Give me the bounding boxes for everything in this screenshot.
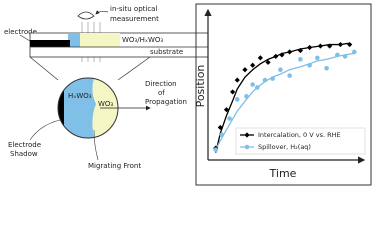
zoom-circle	[58, 78, 118, 138]
figure: in-situ optical measurement electrode WO…	[4, 3, 372, 186]
point	[307, 44, 313, 51]
pointer	[19, 34, 31, 42]
point	[242, 67, 248, 73]
point	[279, 52, 285, 58]
point	[315, 55, 320, 61]
point	[270, 76, 275, 81]
label: Electrode	[8, 141, 41, 149]
point	[230, 89, 236, 95]
label: substrate	[150, 48, 183, 56]
legend-label: Intercalation, 0 V vs. RHE	[258, 131, 341, 139]
point	[287, 49, 293, 55]
pointer	[29, 119, 61, 141]
point	[297, 47, 303, 54]
film	[80, 33, 120, 47]
point	[317, 43, 324, 49]
point	[287, 73, 292, 78]
electrode	[30, 40, 70, 47]
point	[223, 107, 230, 113]
point	[219, 132, 225, 138]
page: {"diagram": { "measurement": ["in-situ o…	[4, 3, 372, 186]
label: WO₃/HₓWO₃	[122, 36, 163, 44]
point	[234, 97, 240, 102]
point	[347, 41, 353, 48]
label: Propagation	[145, 98, 187, 106]
point	[298, 57, 303, 62]
point	[352, 49, 357, 55]
point	[254, 85, 260, 90]
legend-marker	[244, 132, 250, 138]
point	[234, 77, 240, 83]
pointer	[93, 129, 99, 161]
point	[244, 94, 249, 99]
point	[227, 116, 232, 121]
point	[335, 52, 340, 58]
point	[217, 124, 223, 131]
point	[250, 82, 255, 87]
point	[213, 147, 218, 152]
legend-marker	[244, 144, 250, 150]
label: electrode	[4, 28, 37, 36]
legend	[235, 127, 366, 155]
point	[278, 67, 283, 73]
label: Shadow	[10, 150, 38, 158]
point	[327, 43, 333, 49]
x-axis-label: Time	[269, 167, 297, 180]
label: measurement	[110, 15, 159, 23]
diagram: in-situ optical measurement electrode WO…	[4, 5, 209, 170]
label: of	[158, 89, 165, 97]
pointer	[95, 10, 109, 15]
point	[273, 53, 279, 59]
label: in-situ optical	[110, 5, 157, 13]
point	[342, 54, 348, 59]
point	[307, 62, 312, 68]
chart-frame	[195, 3, 372, 186]
eye	[77, 11, 95, 20]
point	[265, 59, 271, 65]
y-axis-label: Position	[194, 65, 207, 108]
point	[324, 65, 329, 71]
legend-label: Spillover, H₂(aq)	[258, 143, 311, 151]
point	[337, 41, 344, 48]
point	[250, 62, 256, 68]
film-reduced	[68, 33, 80, 47]
fit-line	[215, 52, 355, 150]
label: HₓWO₃	[68, 92, 92, 100]
point	[262, 77, 268, 83]
label: Migrating Front	[88, 162, 141, 170]
point	[257, 55, 263, 61]
zoom-lines	[29, 56, 151, 81]
label: WO₃	[98, 100, 113, 108]
label: Direction	[145, 80, 177, 88]
